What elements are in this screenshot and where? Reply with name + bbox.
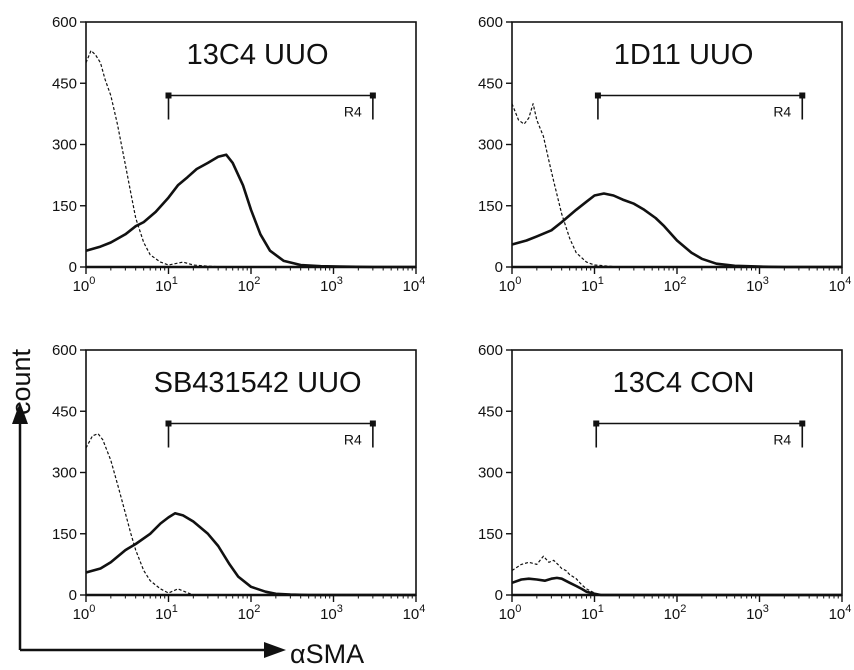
y-tick-label: 450: [478, 403, 503, 420]
y-tick-label: 450: [52, 403, 77, 420]
solid-histogram-line: [85, 511, 416, 597]
y-axis-title: count: [6, 348, 36, 415]
y-tick-label: 600: [52, 342, 77, 359]
dashed-histogram-line: [85, 433, 416, 596]
panel-1: 0 150 300 450 600 100 101 102 103 104 13C4 UUO R4: [52, 14, 425, 295]
x-tick-label: 104: [829, 275, 852, 295]
panel-3: 0 150 300 450 600 100 101 102 103 104 SB431542 UUO…: [52, 342, 425, 623]
y-tick-label: 300: [478, 137, 503, 154]
y-tick-label: 600: [52, 14, 77, 31]
x-tick-label: 103: [746, 275, 769, 295]
x-tick-label: 104: [403, 275, 426, 295]
solid-histogram-line: [511, 192, 842, 269]
x-tick-label: 101: [581, 603, 604, 623]
y-tick-label: 600: [478, 14, 503, 31]
y-tick-label: 150: [478, 526, 503, 543]
x-axis-arrow: [20, 642, 286, 658]
y-tick-label: 0: [69, 259, 77, 276]
gate-marker: [594, 92, 806, 120]
y-tick-label: 0: [69, 587, 77, 604]
x-tick-label: 100: [499, 603, 522, 623]
x-tick-label: 101: [155, 603, 178, 623]
gate-marker: [593, 420, 806, 448]
x-tick-label: 104: [829, 603, 852, 623]
gate-marker: [165, 420, 376, 448]
gate-label: R4: [773, 104, 791, 120]
panel-title: SB431542 UUO: [154, 367, 362, 399]
x-tick-label: 101: [581, 275, 604, 295]
x-tick-label: 102: [238, 603, 261, 623]
x-tick-label: 104: [403, 603, 426, 623]
y-axis-arrow: [12, 402, 28, 650]
dashed-histogram-line: [85, 49, 416, 268]
x-axis-title: αSMA: [290, 639, 364, 669]
y-tick-label: 450: [478, 75, 503, 92]
x-tick-label: 102: [238, 275, 261, 295]
x-tick-label: 100: [73, 603, 96, 623]
y-tick-label: 300: [52, 465, 77, 482]
y-tick-label: 150: [52, 198, 77, 215]
panel-title: 13C4 CON: [613, 367, 755, 399]
panel-title: 1D11 UUO: [614, 39, 754, 71]
gate-label: R4: [344, 432, 362, 448]
x-tick-label: 103: [746, 603, 769, 623]
x-tick-label: 102: [664, 603, 687, 623]
x-tick-label: 100: [499, 275, 522, 295]
gate-label: R4: [344, 104, 362, 120]
solid-histogram-line: [511, 576, 842, 597]
y-tick-label: 450: [52, 75, 77, 92]
panel-4: 0 150 300 450 600 100 101 102 103 104 13C4 CON R4: [478, 342, 851, 623]
x-tick-label: 101: [155, 275, 178, 295]
y-tick-label: 0: [495, 587, 503, 604]
solid-histogram-line: [85, 153, 416, 269]
x-tick-label: 103: [320, 603, 343, 623]
x-tick-label: 100: [73, 275, 96, 295]
y-tick-label: 300: [478, 465, 503, 482]
panel-title: 13C4 UUO: [187, 39, 329, 71]
gate-marker: [165, 92, 376, 120]
x-tick-label: 102: [664, 275, 687, 295]
y-tick-label: 0: [495, 259, 503, 276]
x-tick-label: 103: [320, 275, 343, 295]
panel-2: 0 150 300 450 600 100 101 102 103 104 1D11 UUO R4: [478, 14, 851, 295]
dashed-histogram-line: [511, 555, 842, 596]
dashed-histogram-line: [511, 103, 842, 268]
gate-label: R4: [773, 432, 791, 448]
y-tick-label: 150: [52, 526, 77, 543]
y-tick-label: 150: [478, 198, 503, 215]
y-tick-label: 600: [478, 342, 503, 359]
y-tick-label: 300: [52, 137, 77, 154]
